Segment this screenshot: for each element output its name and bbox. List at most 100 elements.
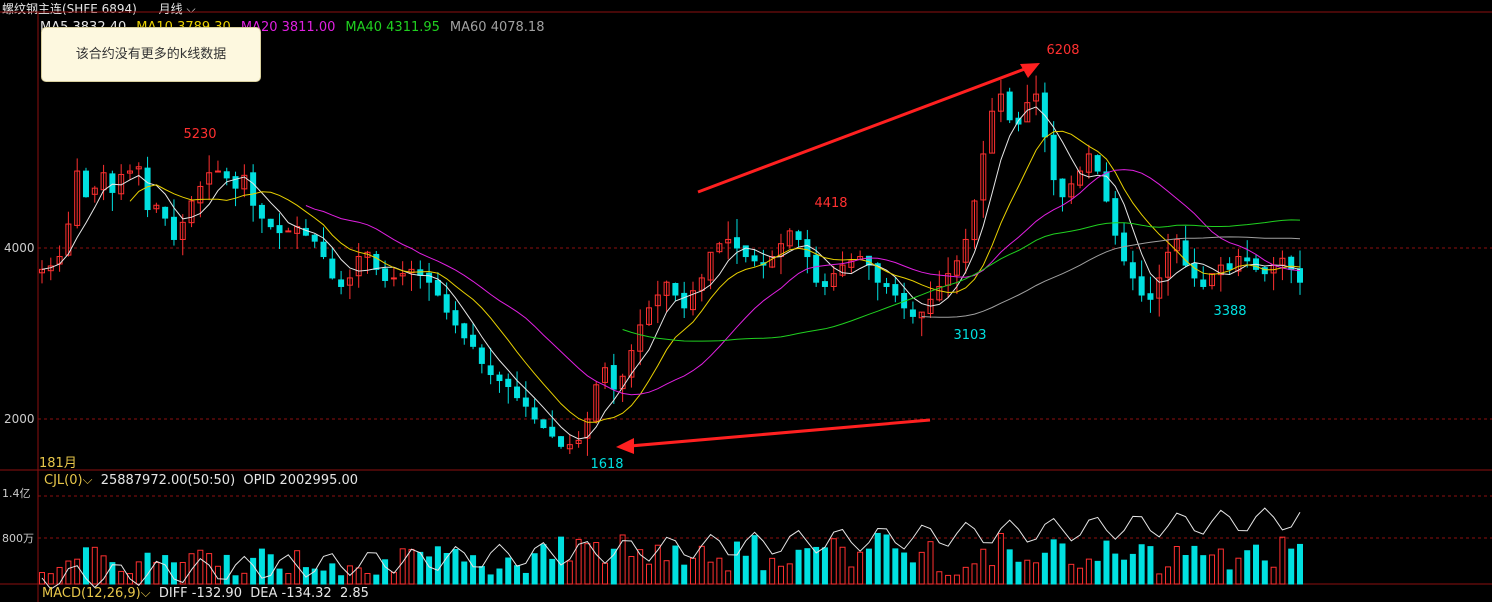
volume-bar [373,574,380,585]
volume-bar [716,557,723,585]
candle-body [232,176,239,189]
volume-bar [1085,558,1092,585]
candle-body [1077,170,1084,186]
candle-body [135,166,142,170]
candle-body [892,284,899,296]
volume-bar [329,563,336,585]
candle-body [320,241,327,258]
arrow-head-icon [616,438,634,454]
volume-bar [91,546,98,585]
chevron-down-icon[interactable]: ⌵ [140,586,151,601]
candle-body [1261,267,1268,275]
volume-bar [795,549,802,585]
chevron-down-icon[interactable]: ⌵ [82,473,93,488]
volume-bar [531,553,538,585]
volume-bar [769,557,776,585]
volume-bar [258,548,265,585]
volume-bar [628,556,635,585]
volume-bar [637,549,644,585]
volume-bar [364,573,371,585]
candle-body [434,280,441,296]
volume-bar [153,561,160,585]
candle-body [346,277,353,286]
candle-body [1200,279,1207,287]
volume-bar [144,552,151,585]
volume-bar [267,554,274,585]
volume-bar [558,536,565,585]
volume-bar [698,545,705,585]
volume-bar [672,545,679,585]
candle-body [188,200,195,224]
volume-bar [1173,545,1180,585]
candle-body [1191,263,1198,279]
volume-bar [56,566,63,585]
volume-bar [839,546,846,585]
volume-bar [874,532,881,585]
trend-arrow [697,65,1031,194]
candle-body [118,173,125,195]
volume-bar [549,558,556,585]
price-annotation: 4418 [814,196,847,211]
candle-body [250,172,257,206]
volume-bar [285,573,292,585]
volume-bar [478,566,485,585]
candle-body [505,378,512,388]
candle-body [126,170,133,174]
candle-body [558,436,565,447]
candle-body [927,298,934,314]
volume-bar [575,538,582,585]
volume-bar [980,548,987,585]
y-tick-label: 2000 [4,412,35,426]
volume-bar [1041,552,1048,585]
volume-bar [82,547,89,585]
volume-bar [1182,555,1189,585]
volume-bar [1059,543,1066,585]
volume-bar [777,565,784,585]
candle-body [426,272,433,283]
candle-body [821,281,828,287]
volume-bar [760,570,767,585]
candle-body [355,256,362,277]
volume-bar [646,563,653,585]
volume-bar [971,563,978,585]
volume-bar [294,550,301,585]
candle-body [1217,264,1224,276]
volume-bar [918,551,925,585]
volume-bar [126,573,133,585]
candle-body [223,171,230,179]
candle-body [725,238,732,244]
macd-indicator-label[interactable]: MACD(12,26,9) [42,586,141,601]
candle-body [1147,293,1154,300]
candle-body [769,256,776,268]
candle-body [971,200,978,241]
candle-body [144,167,151,211]
candle-body [443,294,450,313]
volume-bar [1209,554,1216,585]
candle-body [1297,268,1303,283]
volume-bar [602,562,609,585]
volume-bar [197,549,204,585]
volume-bar [1297,543,1303,585]
candle-body [522,397,529,407]
volume-bar [162,555,169,585]
candle-body [1094,155,1101,172]
candle-body [1156,277,1163,299]
candle-body [1226,263,1233,270]
volume-indicator-label[interactable]: CJL(0) [44,473,83,488]
candle-body [1138,276,1145,296]
volume-bar [997,533,1004,585]
volume-bar [1244,550,1251,585]
candle-body [681,292,688,309]
candle-body [267,218,274,228]
volume-bar [443,552,450,585]
candle-body [602,367,609,383]
volume-bar [1200,555,1207,585]
volume-tick-label: 800万 [2,532,34,545]
volume-bar [1270,566,1277,585]
candle-body [980,153,987,201]
candle-body [1024,102,1031,123]
price-annotation: 5230 [183,127,216,142]
volume-bar [857,551,864,585]
volume-bar [821,547,828,585]
